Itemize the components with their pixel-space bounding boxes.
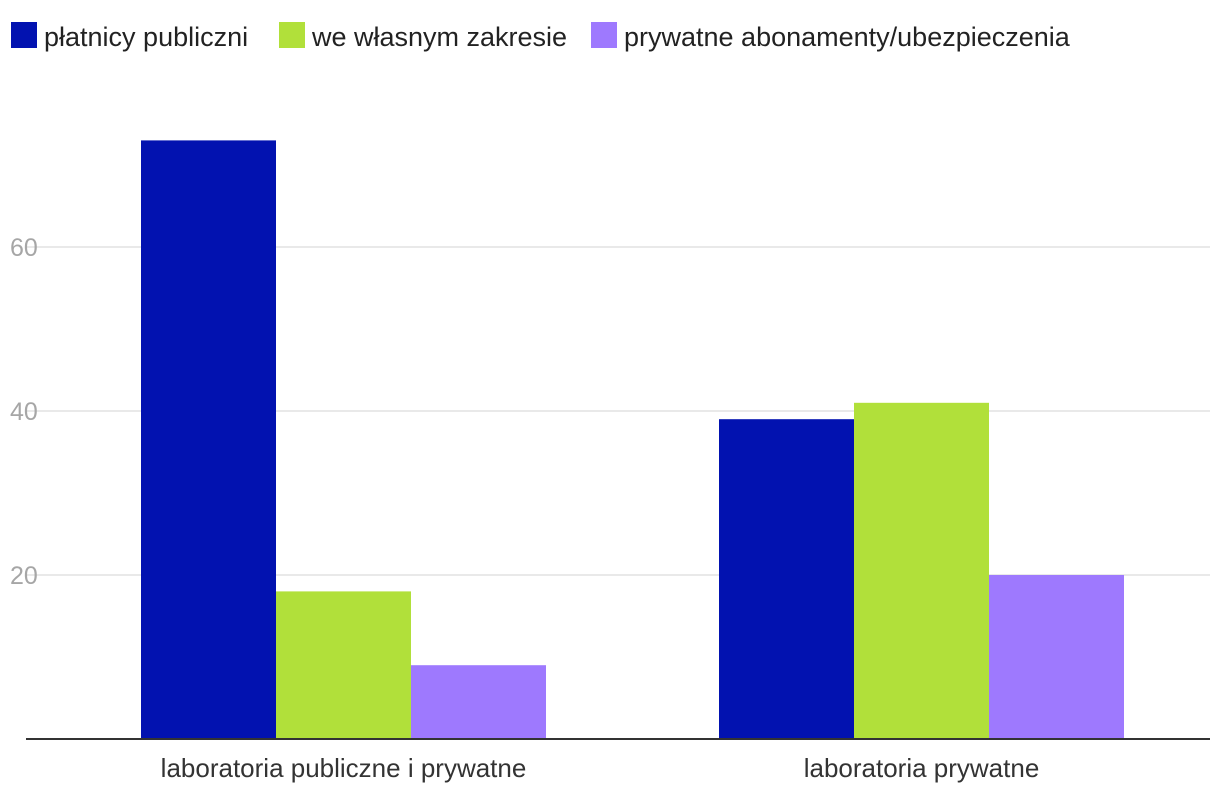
bar-1-series-1 (141, 140, 276, 739)
bar-1-series-3 (411, 665, 546, 739)
legend-label-2: we własnym zakresie (311, 22, 567, 52)
y-tick-label-40: 40 (10, 398, 38, 426)
y-tick-label-20: 20 (10, 562, 38, 590)
bar-2-series-3 (989, 575, 1124, 739)
y-tick-label-60: 60 (10, 234, 38, 262)
x-category-label-2: laboratoria prywatne (804, 753, 1040, 783)
bar-2-series-1 (719, 419, 854, 739)
legend: płatnicy publiczni we własnym zakresie pry… (11, 22, 1071, 52)
legend-swatch-2 (279, 22, 305, 48)
legend-swatch-3 (591, 22, 617, 48)
legend-swatch-1 (11, 22, 37, 48)
y-axis-ticks: 20 40 60 (10, 234, 38, 590)
bar-1-series-2 (276, 591, 411, 739)
legend-label-3: prywatne abonamenty/ubezpieczenia (624, 22, 1071, 52)
bars (141, 140, 1124, 739)
legend-label-1: płatnicy publiczni (44, 22, 248, 52)
bar-2-series-2 (854, 402, 989, 739)
x-category-label-1: laboratoria publiczne i prywatne (161, 753, 527, 783)
x-axis-labels: laboratoria publiczne i prywatne laborato… (161, 753, 1040, 783)
